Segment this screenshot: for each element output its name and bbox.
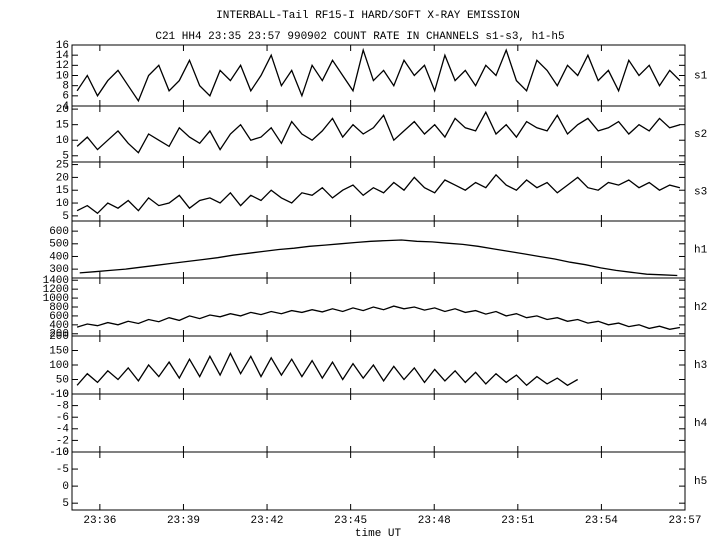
y-tick-label: 20 [56,172,69,184]
y-tick-label: 300 [49,264,69,276]
y-tick-label: 600 [49,226,69,238]
x-tick-label: 23:57 [668,515,701,527]
y-tick-label: -5 [56,464,69,476]
x-tick-label: 23:36 [83,515,116,527]
panel-label: h1 [694,244,708,256]
y-tick-label: 10 [56,70,69,82]
series-line [76,305,681,330]
y-tick-label: 400 [49,251,69,263]
y-tick-label: -4 [56,424,70,436]
y-tick-label: 150 [49,345,69,357]
y-tick-label: 100 [49,360,69,372]
y-tick-label: -10 [49,447,69,459]
y-tick-label: 16 [56,40,69,52]
y-tick-label: 10 [56,135,69,147]
y-tick-label: -8 [56,401,69,413]
series-line [76,173,681,215]
x-axis-label: time UT [355,528,402,540]
y-tick-label: 500 [49,239,69,251]
chart-title: INTERBALL-Tail RF15-I HARD/SOFT X-RAY EM… [216,10,520,22]
y-tick-label: 50 [56,374,69,386]
series-line [76,47,681,103]
panel-label: h3 [694,360,707,372]
y-tick-label: 0 [62,481,69,493]
chart-subtitle: C21 HH4 23:35 23:57 990902 COUNT RATE IN… [155,31,564,43]
y-tick-label: 12 [56,60,69,72]
panel-label: s2 [694,129,707,141]
x-tick-label: 23:48 [418,515,451,527]
y-tick-label: 0 [62,389,69,401]
y-tick-label: 5 [62,151,69,163]
y-tick-label: 20 [56,104,69,116]
y-tick-label: 25 [56,159,69,171]
x-tick-label: 23:39 [167,515,200,527]
y-tick-label: 1000 [43,293,69,305]
panel-label: h4 [694,418,708,430]
y-tick-label: 5 [62,498,69,510]
y-tick-label: 10 [56,198,69,210]
series-line [79,239,678,277]
x-tick-label: 23:45 [334,515,367,527]
series-line [76,351,579,387]
x-tick-label: 23:54 [585,515,618,527]
y-tick-label: 200 [49,329,69,341]
series-line [76,110,681,154]
y-tick-label: 1200 [43,284,69,296]
y-tick-label: 8 [62,81,69,93]
y-tick-label: 400 [49,320,69,332]
panel-label: h2 [694,302,707,314]
y-tick-label: -10 [49,389,69,401]
y-tick-label: 6 [62,91,69,103]
y-tick-label: 14 [56,50,70,62]
y-tick-label: 5 [62,211,69,223]
y-tick-label: 4 [62,101,69,113]
panel-label: h5 [694,476,707,488]
x-tick-label: 23:51 [501,515,534,527]
y-tick-label: 15 [56,120,69,132]
panel-label: s3 [694,186,707,198]
y-tick-label: -6 [56,412,69,424]
y-tick-label: 15 [56,185,69,197]
x-tick-label: 23:42 [251,515,284,527]
y-tick-label: 1400 [43,275,69,287]
panel-label: s1 [694,70,708,82]
y-tick-label: 800 [49,302,69,314]
panel-frame [71,451,686,511]
y-tick-label: 200 [49,331,69,343]
y-tick-label: 600 [49,311,69,323]
y-tick-label: -2 [56,435,69,447]
y-tick-label: 0 [62,447,69,459]
